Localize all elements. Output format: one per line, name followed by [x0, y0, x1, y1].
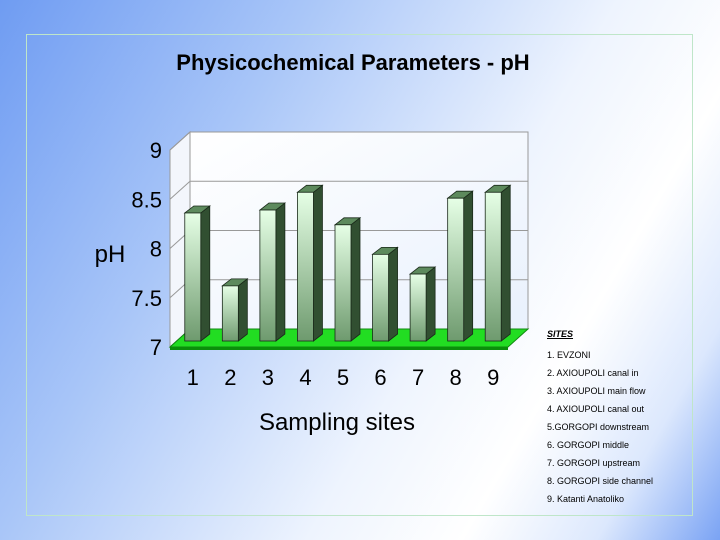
bar	[447, 197, 465, 342]
x-tick-label: 1	[187, 365, 199, 390]
chart-title: Physicochemical Parameters - pH	[176, 50, 529, 75]
sites-legend: SITES 1. EVZONI 2. AXIOUPOLI canal in 3.…	[547, 328, 653, 508]
x-tick-label: 2	[224, 365, 236, 390]
gridline	[169, 131, 528, 151]
bar-side	[237, 278, 248, 342]
gridline	[169, 180, 528, 200]
chart-frame	[26, 34, 693, 516]
x-tick-label: 4	[299, 365, 311, 390]
site-item-7: 7. GORGOPI upstream	[547, 458, 641, 468]
site-item-6: 6. GORGOPI middle	[547, 440, 630, 450]
x-tick-label: 8	[450, 365, 462, 390]
y-tick-label: 7.5	[131, 286, 162, 311]
site-item-2: 2. AXIOUPOLI canal in	[547, 368, 639, 378]
bar-side	[500, 184, 511, 342]
site-item-4: 4. AXIOUPOLI canal out	[547, 404, 645, 414]
x-tick-label: 5	[337, 365, 349, 390]
y-tick-label: 8	[150, 237, 162, 262]
site-item-3: 3. AXIOUPOLI main flow	[547, 386, 646, 396]
floor-edge	[170, 347, 508, 350]
bar-side	[350, 216, 361, 342]
bar-side	[275, 202, 286, 342]
site-item-9: 9. Katanti Anatoliko	[547, 494, 625, 504]
bar	[259, 209, 277, 342]
site-item-5: 5.GORGOPI downstream	[547, 422, 650, 432]
site-item-1: 1. EVZONI	[547, 350, 591, 360]
bar-side	[463, 190, 474, 342]
bar	[184, 212, 202, 342]
bar-side	[313, 184, 323, 342]
bar-side	[388, 246, 398, 342]
bar	[297, 191, 314, 342]
x-tick-label: 6	[374, 365, 386, 390]
x-tick-label: 3	[262, 365, 274, 390]
bar	[372, 253, 389, 342]
site-item-8: 8. GORGOPI side channel	[547, 476, 654, 486]
bar	[334, 224, 352, 342]
y-tick-label: 9	[150, 138, 162, 163]
bar	[221, 285, 239, 342]
y-tick-label: 8.5	[131, 187, 162, 212]
bar-side	[200, 205, 211, 342]
bar	[409, 273, 427, 342]
bar-side	[425, 266, 436, 342]
y-tick-label: 7	[150, 335, 162, 360]
sites-header: SITES	[547, 329, 574, 339]
bar	[484, 191, 502, 342]
y-axis-label: pH	[95, 241, 126, 268]
x-tick-label: 9	[487, 365, 499, 390]
x-axis-label: Sampling sites	[259, 409, 415, 436]
x-tick-label: 7	[412, 365, 424, 390]
